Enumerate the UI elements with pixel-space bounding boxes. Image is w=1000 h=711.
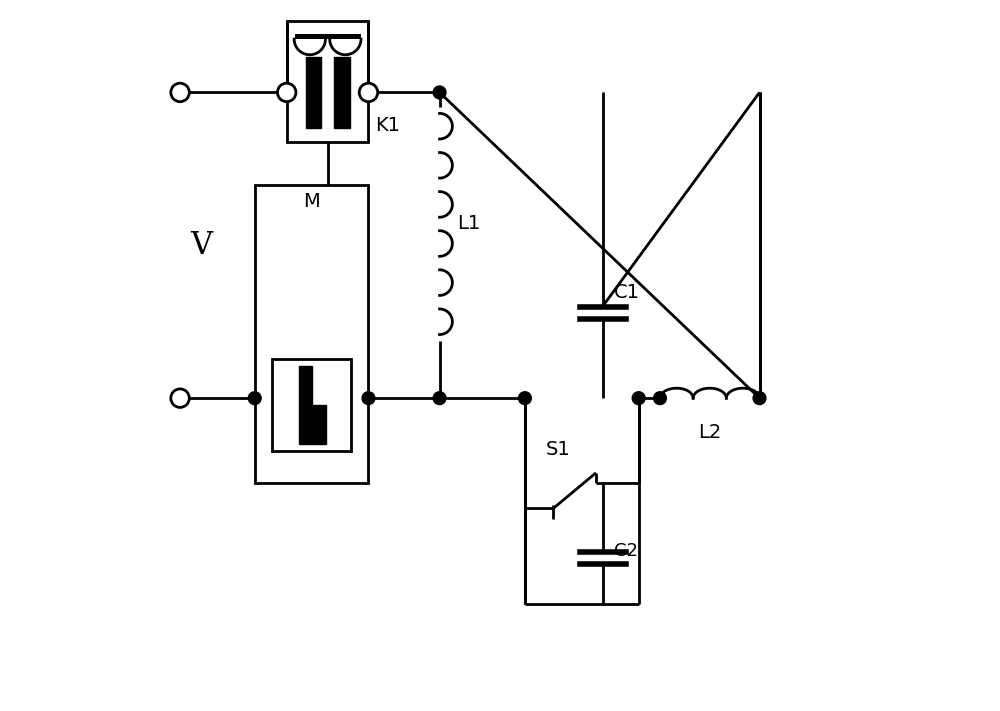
Circle shape <box>171 389 189 407</box>
Circle shape <box>171 83 189 102</box>
Circle shape <box>277 83 296 102</box>
Bar <box>272 359 351 451</box>
Text: K1: K1 <box>376 116 401 135</box>
Polygon shape <box>299 366 326 444</box>
Circle shape <box>518 392 531 405</box>
Text: L2: L2 <box>698 423 721 442</box>
Bar <box>306 57 321 128</box>
Text: C2: C2 <box>614 542 638 560</box>
Circle shape <box>753 392 766 405</box>
Circle shape <box>654 392 666 405</box>
Circle shape <box>248 392 261 405</box>
Circle shape <box>632 392 645 405</box>
Bar <box>255 185 368 483</box>
Text: S1: S1 <box>546 439 571 459</box>
Circle shape <box>433 392 446 405</box>
Text: V: V <box>191 230 213 261</box>
Text: M: M <box>303 192 320 211</box>
Text: C1: C1 <box>614 283 640 302</box>
Bar <box>287 21 368 142</box>
Circle shape <box>359 83 378 102</box>
Circle shape <box>433 86 446 99</box>
Text: L1: L1 <box>457 215 481 233</box>
Circle shape <box>362 392 375 405</box>
Bar <box>334 57 350 128</box>
